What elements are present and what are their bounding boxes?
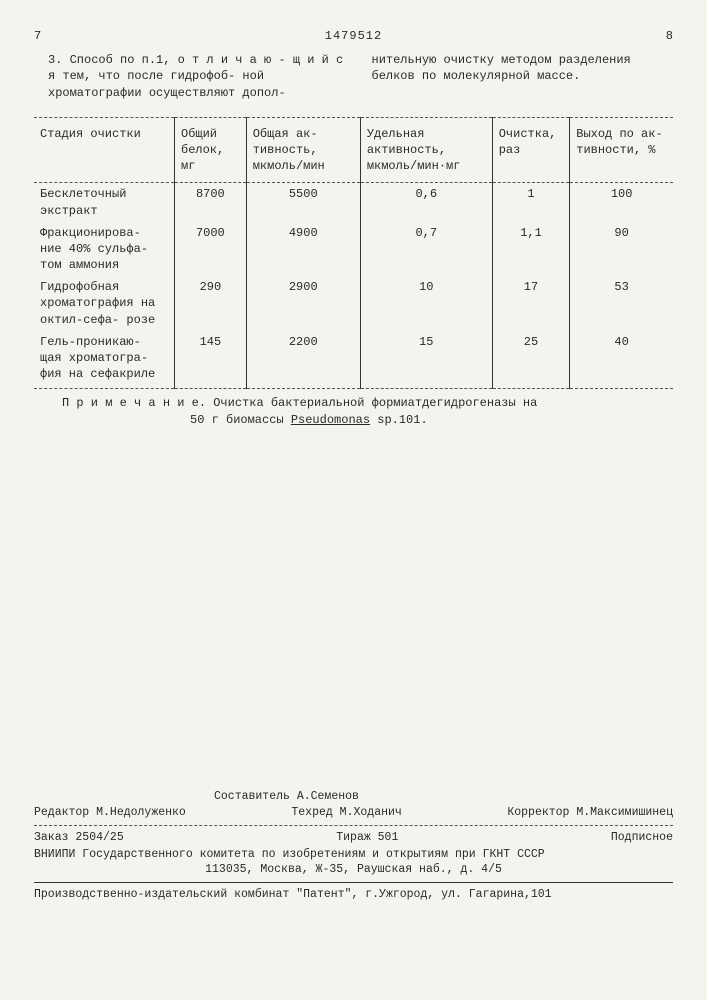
col-specific-activity: Удельная активность, мкмоль/мин·мг: [360, 117, 492, 183]
page-right: 8: [666, 28, 673, 44]
table-row: Бесклеточный экстракт870055000,61100: [34, 183, 673, 222]
order-no: Заказ 2504/25: [34, 830, 124, 846]
compiler: Составитель А.Семенов: [34, 789, 673, 805]
editor: Редактор М.Недолуженко: [34, 805, 186, 821]
page-left: 7: [34, 28, 41, 44]
producer: Производственно-издательский комбинат "П…: [34, 887, 673, 903]
corrector: Корректор М.Максимишинец: [507, 805, 673, 821]
org-line1: ВНИИПИ Государственного комитета по изоб…: [34, 847, 673, 863]
purification-table: Стадия очистки Общий белок, мг Общая ак-…: [34, 117, 673, 390]
table-row: Гель-проникаю- щая хроматогра- фия на се…: [34, 331, 673, 389]
org-line2: 113035, Москва, Ж-35, Раушская наб., д. …: [34, 862, 673, 878]
col-yield: Выход по ак- тивности, %: [570, 117, 673, 183]
techred: Техред М.Ходанич: [291, 805, 401, 821]
col-protein: Общий белок, мг: [175, 117, 247, 183]
table-row: Фракционирова- ние 40% сульфа- том аммон…: [34, 222, 673, 277]
claim-text-right: нительную очистку методом разделения бел…: [372, 52, 674, 101]
col-stage: Стадия очистки: [34, 117, 175, 183]
footer: Составитель А.Семенов Редактор М.Недолуж…: [34, 789, 673, 902]
col-purification: Очистка, раз: [492, 117, 570, 183]
table-row: Гидрофобная хроматография на октил-сефа-…: [34, 276, 673, 331]
tirazh: Тираж 501: [336, 830, 398, 846]
sub: Подписное: [611, 830, 673, 846]
table-note: П р и м е ч а н и е. Очистка бактериальн…: [62, 395, 673, 429]
patent-number: 1479512: [325, 28, 382, 44]
claim-text-left: 3. Способ по п.1, о т л и ч а ю - щ и й …: [48, 52, 350, 101]
col-total-activity: Общая ак- тивность, мкмоль/мин: [246, 117, 360, 183]
